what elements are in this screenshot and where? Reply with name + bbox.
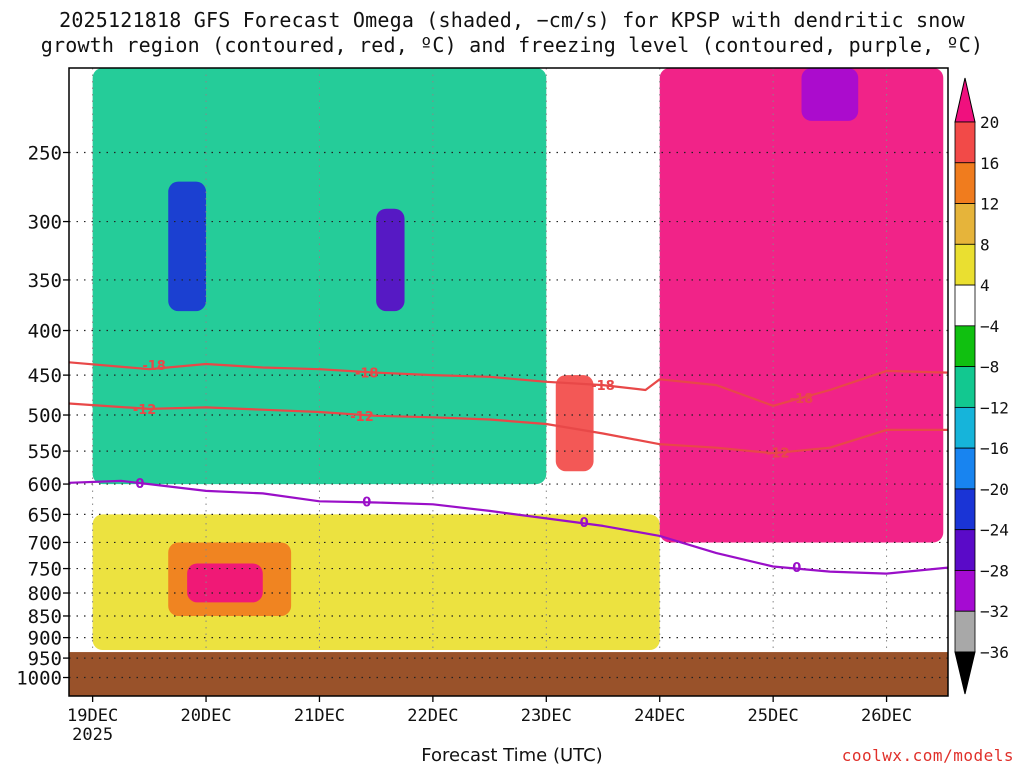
y-tick-label-750: 750: [28, 559, 62, 581]
contour--18: [69, 361, 948, 407]
colorbar-bin-4: [954, 243, 976, 286]
colorbar-label-0: 20: [980, 113, 999, 132]
y-tick-label-250: 250: [28, 143, 62, 165]
colorbar-label-1: 16: [980, 154, 999, 173]
colorbar-bin-9: [954, 447, 976, 490]
omega-region-ascent_20dec_low_level: [187, 563, 263, 603]
y-tick-label-950: 950: [28, 648, 62, 670]
x-tick-label-19DEC: 19DEC: [67, 706, 118, 726]
colorbar-bin-13: [954, 610, 976, 653]
colorbar-label-10: −24: [980, 521, 1009, 540]
colorbar-label-13: −36: [980, 643, 1009, 662]
omega-region-descent_core_19_20dec: [168, 181, 207, 312]
contour-label-0: -18: [142, 359, 166, 374]
y-tick-label-900: 900: [28, 628, 62, 650]
credit-link[interactable]: coolwx.com/models: [841, 746, 1014, 765]
colorbar-label-11: −28: [980, 561, 1009, 580]
contour-label-8: 0: [362, 495, 371, 510]
colorbar-bin-7: [954, 366, 976, 408]
colorbar-label-9: −20: [980, 480, 1009, 499]
contour-label-3: -18: [790, 392, 814, 407]
contour-label-6: -12: [766, 446, 790, 461]
colorbar-label-4: 4: [980, 276, 990, 295]
contour-label-7: 0: [135, 477, 144, 492]
plot-frame: [68, 67, 949, 697]
contour-label-5: -12: [350, 410, 374, 425]
omega-region-ascent_23dec: [555, 375, 594, 472]
y-tick-label-700: 700: [28, 532, 62, 554]
chart-title-line-2: growth region (contoured, red, ºC) and f…: [40, 33, 984, 57]
plot-area: -18 -18 -18 -18 -12 -12 -12 0 0 0 0: [69, 68, 948, 696]
x-tick-label-24DEC: 24DEC: [634, 706, 685, 726]
below-ground-mask: [69, 652, 948, 696]
y-tick-label-350: 350: [28, 270, 62, 292]
y-tick-label-550: 550: [28, 441, 62, 463]
x-tick-label-23DEC: 23DEC: [521, 706, 572, 726]
x-tick-label-25DEC: 25DEC: [748, 706, 799, 726]
x-tick-label-20DEC: 20DEC: [180, 706, 231, 726]
colorbar-bin-5: [954, 284, 976, 327]
colorbar-bin-10: [954, 488, 976, 531]
x-year-label: 2025: [72, 725, 113, 745]
y-tick-label-300: 300: [28, 212, 62, 234]
chart-title-line-1: 2025121818 GFS Forecast Omega (shaded, −…: [59, 8, 965, 32]
colorbar-bin-3: [954, 203, 976, 245]
colorbar-bin-1: [954, 121, 976, 164]
contour--12: [69, 402, 948, 455]
omega-region-ascent_core_24_26dec: [659, 68, 944, 543]
colorbar-bottom-triangle: [954, 651, 976, 695]
y-tick-label-500: 500: [28, 405, 62, 427]
colorbar-label-8: −16: [980, 439, 1009, 458]
x-tick-label-21DEC: 21DEC: [294, 706, 345, 726]
contour-label-9: 0: [580, 516, 589, 531]
y-tick-label-1000: 1000: [16, 668, 62, 690]
colorbar-label-2: 12: [980, 195, 999, 214]
colorbar-label-6: −8: [980, 358, 999, 377]
x-axis-title: Forecast Time (UTC): [421, 745, 603, 766]
colorbar-bin-11: [954, 529, 976, 571]
colorbar-bin-6: [954, 325, 976, 368]
y-tick-label-800: 800: [28, 583, 62, 605]
omega-region-descent_top_25dec: [801, 68, 859, 121]
colorbar: 20 16 12 8 4 −4 −8 −12 −16 −20 −24 −28 −32 −36: [954, 77, 1009, 695]
y-tick-label-400: 400: [28, 321, 62, 343]
x-tick-label-22DEC: 22DEC: [407, 706, 458, 726]
y-tick-label-850: 850: [28, 606, 62, 628]
colorbar-label-7: −12: [980, 398, 1009, 417]
colorbar-label-5: −4: [980, 317, 999, 336]
contour-label-2: -18: [591, 379, 615, 394]
contour-label-1: -18: [355, 367, 379, 382]
x-tick-label-26DEC: 26DEC: [861, 706, 912, 726]
y-tick-label-450: 450: [28, 365, 62, 387]
contour-0: [69, 479, 948, 575]
colorbar-label-12: −32: [980, 602, 1009, 621]
contour-label-10: 0: [792, 561, 801, 576]
y-tick-label-600: 600: [28, 474, 62, 496]
colorbar-top-triangle: [954, 77, 976, 123]
colorbar-label-3: 8: [980, 235, 990, 254]
axes: 2503003504004505005506006507007508008509…: [16, 67, 949, 745]
contour-label-4: -12: [133, 403, 157, 418]
colorbar-bin-12: [954, 570, 976, 612]
omega-region-descent_core_21dec: [376, 208, 405, 312]
y-tick-label-650: 650: [28, 504, 62, 526]
colorbar-bin-8: [954, 406, 976, 449]
colorbar-bin-2: [954, 162, 976, 204]
